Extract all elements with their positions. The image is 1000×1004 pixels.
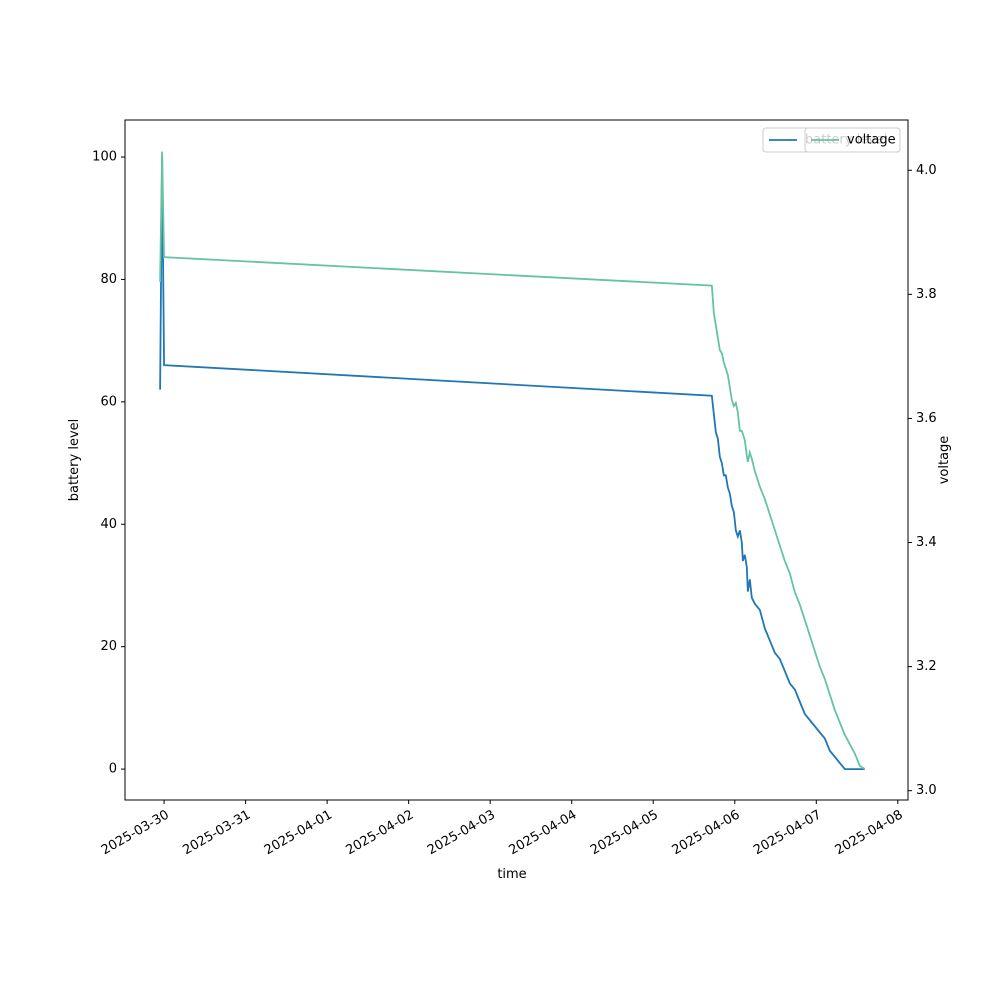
- y-tick-label: 40: [100, 517, 117, 532]
- y-tick-label: 60: [100, 394, 117, 409]
- legend-label: voltage: [847, 133, 896, 148]
- x-axis-label: time: [497, 867, 526, 882]
- y2-tick-label: 4.0: [916, 163, 937, 178]
- legend-box: [804, 127, 901, 153]
- line: [159, 151, 866, 770]
- y2-tick-label: 3.2: [916, 659, 937, 674]
- line: [159, 157, 865, 770]
- y-tick-label: 0: [109, 762, 117, 777]
- y2-tick-label: 3.0: [916, 783, 937, 798]
- y2-tick-label: 3.8: [916, 287, 937, 302]
- y-tick-label: 20: [100, 639, 117, 654]
- y2-axis-label: voltage: [937, 436, 952, 485]
- y-tick-label: 100: [92, 150, 117, 165]
- y-axis-label: battery level: [67, 419, 82, 502]
- y-tick-label: 80: [100, 272, 117, 287]
- y2-tick-label: 3.6: [916, 411, 937, 426]
- plot-frame: [124, 119, 909, 801]
- y2-tick-label: 3.4: [916, 535, 937, 550]
